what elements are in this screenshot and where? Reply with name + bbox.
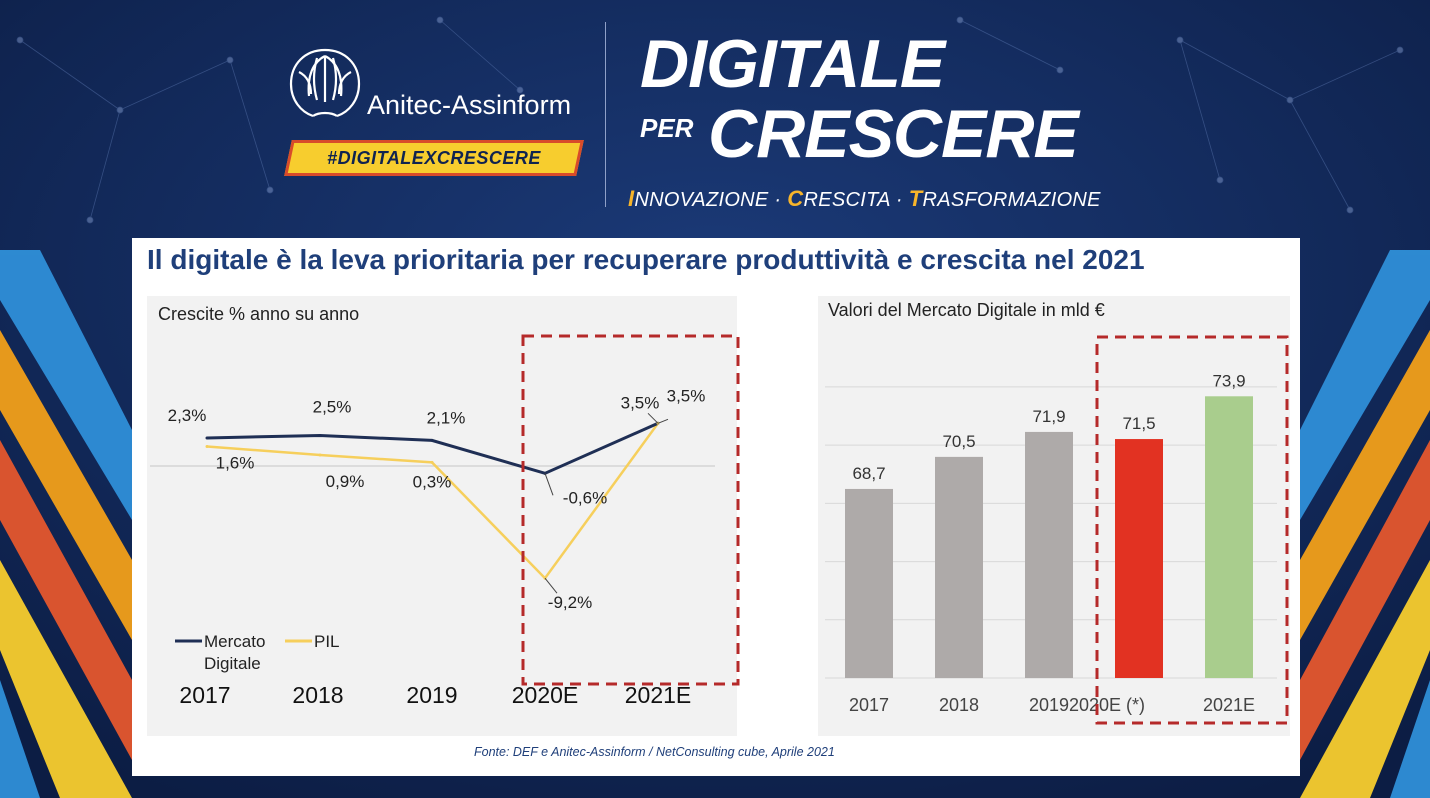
line-chart: 2,3% 2,5% 2,1% -0,6% 3,5% 1,6% 0,9% 0,3% -9,2% 3,… — [150, 334, 740, 708]
data-point — [430, 460, 434, 464]
data-label: -9,2% — [548, 593, 592, 612]
bar-chart: 68,7 70,5 71,9 71,5 73,9 2017 2018 2019 2020E (*… — [825, 335, 1289, 725]
hashtag-text: #DIGITALEXCRESCERE — [327, 148, 541, 168]
tagline-word: NNOVAZIONE — [634, 189, 769, 211]
x-tick-label: 2019 — [1029, 695, 1069, 715]
tagline-separator: · — [890, 189, 909, 211]
data-point — [318, 453, 322, 457]
bar-value-label: 73,9 — [1212, 371, 1245, 390]
label-leader-line — [647, 412, 659, 424]
label-leader-line — [657, 418, 669, 424]
tagline-initial: T — [908, 186, 923, 211]
data-point — [430, 438, 434, 442]
legend-label: PIL — [314, 632, 340, 651]
network-pattern — [16, 16, 1404, 224]
event-tagline: INNOVAZIONE · CRESCITA · TRASFORMAZIONE — [628, 186, 1101, 212]
bar-value-label: 70,5 — [942, 432, 975, 451]
bar-chart-title: Valori del Mercato Digitale in mld € — [828, 300, 1105, 320]
data-label: 2,1% — [427, 408, 466, 427]
data-label: 2,3% — [168, 406, 207, 425]
event-title-per: PER — [640, 113, 694, 143]
left-color-stripes — [0, 250, 132, 798]
legend-label: Mercato — [204, 632, 265, 651]
tagline-separator: · — [768, 189, 788, 211]
legend-label: Digitale — [204, 654, 261, 673]
data-label: 0,9% — [326, 472, 365, 491]
x-tick-label: 2021E — [625, 682, 692, 708]
x-tick-label: 2020E (*) — [1069, 695, 1145, 715]
event-title-line1: DIGITALE — [640, 26, 945, 102]
line-chart-panel — [147, 296, 737, 736]
x-tick-label: 2017 — [849, 695, 889, 715]
x-tick-label: 2018 — [939, 695, 979, 715]
line-chart-title: Crescite % anno su anno — [158, 304, 360, 324]
x-tick-label: 2019 — [406, 682, 457, 708]
data-point — [318, 434, 322, 437]
hashtag-badge: #DIGITALEXCRESCERE — [284, 140, 584, 176]
tagline-word: RESCITA — [803, 189, 891, 211]
data-point — [205, 444, 209, 448]
tagline-initial: C — [787, 186, 804, 211]
highlight-box — [1095, 335, 1289, 725]
x-tick-label: 2017 — [179, 682, 230, 708]
label-leader-line — [544, 473, 554, 496]
data-label: 1,6% — [216, 453, 255, 472]
x-tick-label: 2018 — [292, 682, 343, 708]
right-color-stripes — [1300, 250, 1430, 798]
bar — [1025, 431, 1073, 678]
event-title-line2: CRESCERE — [708, 96, 1079, 172]
logo-text: Anitec-Assinform — [367, 90, 572, 120]
label-leader-line — [544, 577, 558, 594]
bar — [1115, 439, 1163, 678]
x-tick-label: 2021E — [1203, 695, 1255, 715]
bar-value-label: 71,5 — [1122, 414, 1155, 433]
data-point — [205, 436, 209, 440]
x-tick-label: 2020E — [512, 682, 579, 708]
tagline-initial: I — [628, 186, 635, 211]
bar-value-label: 71,9 — [1032, 407, 1065, 426]
data-label: 2,5% — [313, 398, 352, 417]
data-label: -0,6% — [563, 488, 607, 507]
tagline-word: RASFORMAZIONE — [922, 189, 1101, 211]
data-label: 3,5% — [667, 386, 706, 405]
bar — [935, 456, 983, 678]
highlight-box — [521, 334, 740, 686]
slide-headline: Il digitale è la leva prioritaria per re… — [147, 244, 1145, 275]
header-divider — [605, 22, 606, 207]
data-label: 3,5% — [621, 393, 660, 412]
bar-value-label: 68,7 — [852, 464, 885, 483]
data-label: 0,3% — [413, 472, 452, 491]
source-note: Fonte: DEF e Anitec-Assinform / NetConsu… — [474, 745, 835, 759]
bar — [1205, 396, 1253, 678]
bar — [845, 488, 893, 678]
shell-logo-icon — [289, 48, 361, 118]
